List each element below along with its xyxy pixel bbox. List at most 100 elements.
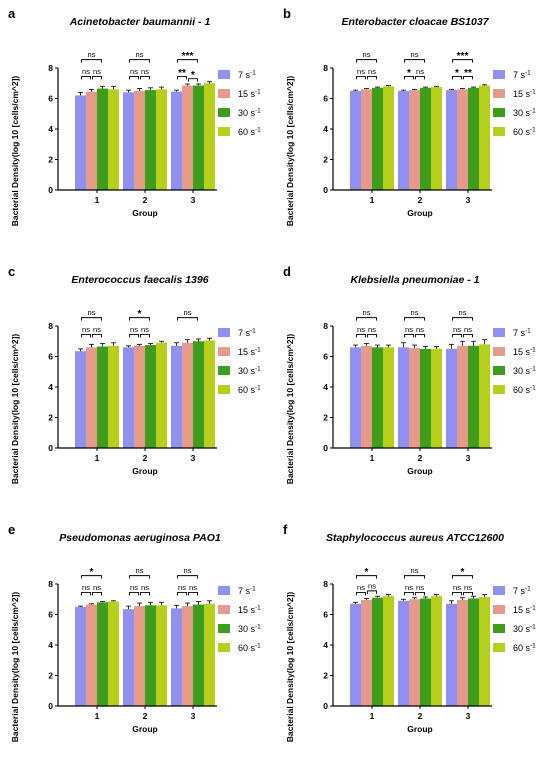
significance-bracket [356, 333, 366, 338]
x-tick-label: 1 [370, 195, 375, 205]
legend-label-superscript: -1 [530, 89, 536, 96]
chart-title: Pseudomonas aeruginosa PAO1 [59, 532, 221, 544]
bracket-line [463, 333, 473, 338]
legend-label: 60 s-1 [513, 127, 536, 138]
bar-b-g1-s1 [350, 90, 361, 190]
x-tick-label: 2 [418, 453, 423, 463]
y-tick-label: 6 [48, 352, 53, 362]
legend-label-superscript: -1 [250, 70, 256, 77]
error-bar [137, 602, 142, 607]
legend-label-text: 7 s [238, 586, 251, 596]
significance-label: ns [88, 50, 96, 59]
bar-e-g3-s3 [193, 604, 204, 706]
bar-b-g2-s2 [409, 90, 420, 190]
panel-label: d [283, 264, 291, 279]
significance-label: ns [136, 566, 144, 575]
bracket-line [452, 591, 462, 596]
bar-e-g2-s2 [134, 606, 145, 706]
legend-label-superscript: -1 [255, 624, 261, 631]
bracket-line [129, 575, 150, 579]
significance-label: ns [82, 325, 90, 334]
bar-c-g2-s2 [134, 345, 145, 448]
bar-e-g2-s1 [123, 609, 134, 706]
bar-d-g3-s3 [468, 345, 479, 448]
significance-bracket [356, 317, 377, 321]
significance-label: ns [130, 325, 138, 334]
bracket-line [140, 333, 150, 338]
bar-a-g1-s4 [108, 89, 119, 190]
significance-bracket [92, 75, 102, 80]
bracket-line [177, 575, 198, 579]
significance-bracket [177, 75, 187, 80]
significance-bracket [129, 333, 139, 338]
legend-swatch [493, 624, 505, 633]
significance-bracket [356, 75, 366, 80]
legend-label-superscript: -1 [530, 643, 536, 650]
significance-bracket [177, 591, 187, 596]
bracket-line [177, 591, 187, 596]
bar-f-g3-s4 [479, 596, 490, 706]
y-tick-label: 8 [323, 63, 328, 73]
bar-a-g2-s3 [145, 90, 156, 190]
bracket-line [188, 591, 198, 596]
bracket-line [404, 591, 414, 596]
x-axis-label: Group [132, 208, 158, 218]
error-bar [460, 88, 465, 90]
bracket-line [356, 59, 377, 63]
error-bar [185, 83, 190, 86]
bar-f-g3-s3 [468, 598, 479, 706]
error-bar [449, 88, 454, 91]
legend-swatch [493, 70, 505, 79]
legend-label-superscript: -1 [255, 108, 261, 115]
y-tick-label: 4 [48, 382, 53, 392]
x-tick-label: 2 [418, 195, 423, 205]
significance-bracket [404, 59, 425, 63]
bar-f-g1-s1 [350, 603, 361, 706]
chart-title: Enterobacter cloacae BS1037 [341, 16, 489, 28]
x-tick-label: 1 [95, 711, 100, 721]
significance-bracket [356, 575, 377, 579]
legend-swatch [218, 385, 230, 394]
legend-swatch [493, 127, 505, 136]
significance-bracket [452, 317, 473, 321]
legend-label-text: 15 s [513, 605, 531, 615]
bracket-line [404, 575, 425, 579]
significance-bracket [404, 317, 425, 321]
bar-c-g3-s4 [204, 340, 215, 448]
error-bar [126, 89, 131, 93]
x-tick-label: 1 [370, 711, 375, 721]
significance-bracket [81, 333, 91, 338]
bar-f-g2-s4 [431, 596, 442, 706]
bar-f-g1-s4 [383, 596, 394, 706]
significance-bracket [463, 75, 473, 80]
significance-label: ns [464, 583, 472, 592]
significance-label: ns [82, 67, 90, 76]
significance-label: ns [411, 566, 419, 575]
error-bar [460, 597, 465, 601]
significance-bracket [129, 59, 150, 63]
legend-label: 30 s-1 [238, 366, 261, 377]
legend-swatch [493, 586, 505, 595]
significance-label: ns [184, 566, 192, 575]
y-tick-label: 2 [323, 671, 328, 681]
significance-bracket [415, 333, 425, 338]
legend-label-text: 7 s [513, 586, 526, 596]
error-bar [375, 595, 380, 598]
x-tick-label: 2 [143, 711, 148, 721]
legend-label-text: 60 s [238, 385, 256, 395]
y-tick-label: 4 [48, 640, 53, 650]
y-tick-label: 8 [48, 321, 53, 331]
significance-bracket [177, 575, 198, 579]
legend-swatch [218, 624, 230, 633]
y-tick-label: 0 [323, 443, 328, 453]
bar-a-g2-s1 [123, 92, 134, 190]
legend-label-text: 15 s [238, 347, 256, 357]
bracket-line [92, 591, 102, 596]
significance-bracket [129, 575, 150, 579]
significance-label: ns [141, 67, 149, 76]
x-tick-label: 3 [466, 711, 471, 721]
error-bar [174, 342, 179, 346]
chart-title: Acinetobacter baumannii - 1 [69, 16, 211, 28]
y-tick-label: 0 [323, 701, 328, 711]
bar-f-g3-s1 [446, 603, 457, 706]
